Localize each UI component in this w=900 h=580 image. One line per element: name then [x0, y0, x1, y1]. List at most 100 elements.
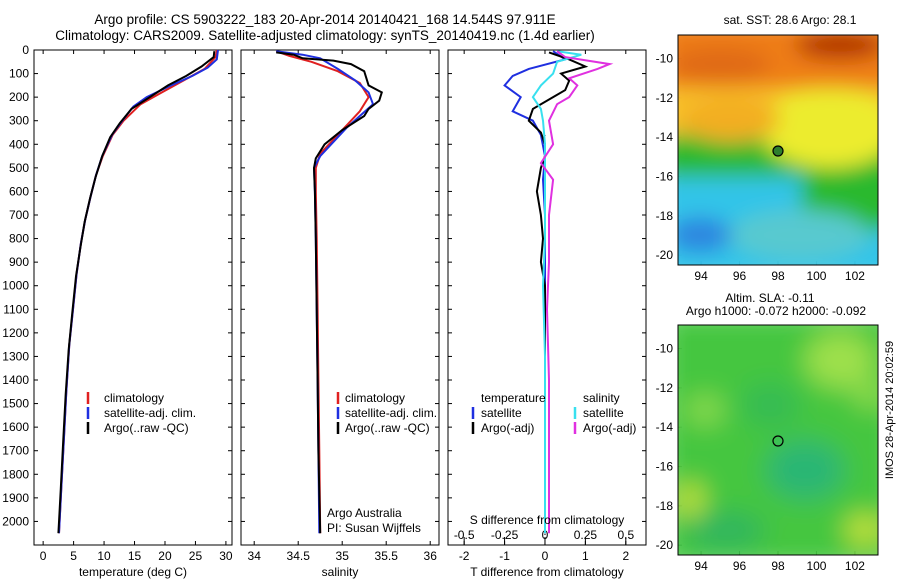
series-line-argo-raw-qc-	[276, 51, 384, 534]
x-tick-label: 10	[97, 549, 111, 563]
depth-tick-label: 0	[22, 43, 29, 57]
legend-label-t-satellite: satellite	[481, 406, 522, 420]
map-lon-label: 102	[845, 269, 865, 283]
difference-plot-frame	[447, 49, 647, 546]
map-lat-label: -12	[656, 91, 674, 105]
map-lat-label: -10	[656, 52, 674, 66]
x-tick-label: 30	[219, 549, 233, 563]
x-tick-label: 36	[424, 549, 438, 563]
series-line-climatology	[275, 50, 370, 534]
legend-label-climatology: climatology	[104, 391, 164, 405]
legend-label-s-argo: Argo(-adj)	[583, 421, 636, 435]
s-diff-tick-label: -0.25	[491, 528, 519, 542]
series-line-temperature-argo-adj-	[527, 51, 589, 534]
difference-legend: temperature satellite Argo(-adj) salinit…	[471, 391, 636, 435]
x-tick-label: 35.5	[375, 549, 399, 563]
map-lon-label: 102	[845, 559, 865, 573]
map-lat-label: -12	[656, 381, 674, 395]
depth-tick-label: 900	[9, 255, 29, 269]
series-line-salinity-satellite	[531, 50, 582, 534]
map-lat-label: -14	[656, 130, 674, 144]
title-line-1: Argo profile: CS 5903222_183 20-Apr-2014…	[94, 12, 556, 27]
depth-tick-label: 1600	[2, 420, 29, 434]
sla-map	[678, 325, 878, 555]
legend-label-argo: Argo(..raw -QC)	[104, 421, 189, 435]
map-lat-label: -10	[656, 342, 674, 356]
depth-tick-label: 1100	[3, 302, 29, 316]
legend-heading-salinity: salinity	[583, 391, 620, 405]
depth-tick-label: 600	[9, 184, 29, 198]
map-lat-label: -18	[656, 499, 674, 513]
temperature-plot-frame	[33, 49, 233, 546]
sst-map	[678, 35, 878, 265]
s-diff-tick-label: 0.5	[617, 528, 634, 542]
depth-tick-label: 200	[9, 90, 29, 104]
depth-tick-label: 1900	[2, 491, 29, 505]
imos-stamp: IMOS 28-Apr-2014 20:02:59	[884, 341, 896, 479]
series-line-satellite-adj-clim-	[276, 50, 375, 534]
map-lat-label: -16	[656, 170, 674, 184]
sst-profile-marker	[772, 145, 784, 157]
credit-line-1: Argo Australia	[327, 506, 402, 520]
x-tick-label: -1	[499, 549, 510, 563]
map-lon-label: 98	[771, 559, 785, 573]
x-tick-label: 25	[189, 549, 203, 563]
legend-label-argo: Argo(..raw -QC)	[345, 421, 430, 435]
x-tick-label: 5	[70, 549, 77, 563]
salinity-axis-label: salinity	[322, 565, 359, 579]
legend-label-climatology: climatology	[345, 391, 405, 405]
depth-tick-label: 800	[9, 232, 29, 246]
x-tick-label: 34.5	[287, 549, 311, 563]
map-lon-label: 94	[694, 269, 708, 283]
x-tick-label: -2	[459, 549, 470, 563]
s-diff-tick-label: -0.5	[454, 528, 475, 542]
map-lon-label: 94	[694, 559, 708, 573]
x-tick-label: 35	[336, 549, 350, 563]
depth-tick-label: 2000	[2, 514, 29, 528]
depth-tick-label: 1300	[2, 349, 29, 363]
map-lat-label: -16	[656, 460, 674, 474]
temperature-axis-label: temperature (deg C)	[79, 565, 187, 579]
depth-tick-label: 1400	[2, 373, 29, 387]
x-tick-label: 34	[248, 549, 262, 563]
credit-line-2: PI: Susan Wijffels	[327, 521, 421, 535]
series-line-climatology	[58, 49, 218, 534]
legend-label-t-argo: Argo(-adj)	[481, 421, 534, 435]
sst-map-title: sat. SST: 28.6 Argo: 28.1	[724, 13, 857, 27]
depth-tick-label: 300	[9, 114, 29, 128]
x-tick-label: 1	[582, 549, 589, 563]
map-lon-label: 96	[733, 559, 747, 573]
series-line-temperature-satellite	[503, 50, 568, 534]
depth-tick-label: 700	[9, 208, 29, 222]
sla-profile-marker	[772, 435, 784, 447]
x-tick-label: 2	[622, 549, 629, 563]
series-line-argo-raw-qc-	[57, 51, 216, 534]
map-lon-label: 100	[806, 559, 826, 573]
legend-heading-temperature: temperature	[481, 391, 546, 405]
x-tick-label: 0	[40, 549, 47, 563]
x-tick-label: 15	[128, 549, 142, 563]
x-tick-label: 20	[158, 549, 172, 563]
title-line-2: Climatology: CARS2009. Satellite-adjuste…	[55, 28, 595, 43]
temperature-legend: climatology satellite-adj. clim. Argo(..…	[86, 391, 196, 435]
depth-tick-label: 1500	[2, 397, 29, 411]
series-line-salinity-argo-adj-	[539, 50, 614, 534]
map-lon-label: 96	[733, 269, 747, 283]
s-diff-tick-label: 0.25	[574, 528, 598, 542]
map-lon-label: 100	[806, 269, 826, 283]
depth-tick-label: 500	[9, 161, 29, 175]
t-difference-axis-label: T difference from climatology	[470, 565, 624, 579]
map-lat-label: -20	[656, 248, 674, 262]
depth-tick-label: 1800	[2, 467, 29, 481]
s-difference-axis-label: S difference from climatology	[470, 513, 625, 527]
x-tick-label: 0	[542, 549, 549, 563]
depth-tick-label: 1200	[2, 326, 29, 340]
sst-map-frame	[677, 34, 879, 266]
salinity-plot-frame	[240, 49, 440, 546]
depth-tick-label: 1000	[2, 279, 29, 293]
depth-tick-label: 100	[9, 67, 29, 81]
map-lat-label: -18	[656, 209, 674, 223]
legend-label-satellite: satellite-adj. clim.	[104, 406, 196, 420]
legend-label-s-satellite: satellite	[583, 406, 624, 420]
